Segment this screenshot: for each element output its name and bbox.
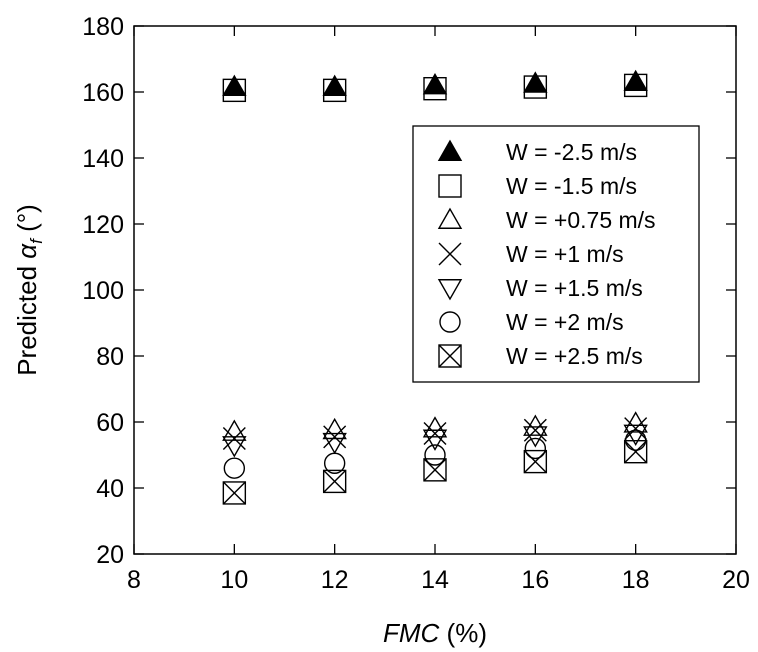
point-w-2-m-s (223, 457, 246, 479)
legend-label: W = +0.75 m/s (506, 207, 656, 233)
point-w-1-m-s (222, 427, 246, 450)
axis-ticks (133, 25, 737, 555)
y-axis-label: Predicted αf (°) (12, 204, 46, 376)
x-tick-label: 14 (421, 566, 449, 594)
y-tick-label: 100 (82, 277, 124, 305)
legend: W = -2.5 m/s W = -1.5 m/s W = +0.75 m/s W =… (412, 125, 700, 383)
legend-marker (439, 311, 461, 333)
legend-marker (437, 139, 463, 161)
y-tick-label: 20 (96, 541, 124, 569)
point-w-2-5-m-s (523, 71, 548, 93)
legend-label: W = +2.5 m/s (506, 343, 643, 369)
point-w-1-m-s (323, 425, 347, 449)
x-axis-label: FMC (%) (383, 618, 487, 648)
point-w-1-5-m-s (222, 436, 247, 458)
point-w-2-5-m-s (222, 74, 247, 97)
data-markers (222, 69, 648, 505)
point-w-2-5-m-s (623, 69, 648, 92)
point-w-1-5-m-s (623, 73, 648, 98)
point-w-2-5-m-s (322, 469, 347, 494)
legend-marker (437, 207, 463, 229)
x-tick-label: 12 (321, 566, 349, 594)
point-w-1-5-m-s (322, 432, 347, 455)
point-w-1-5-m-s (322, 78, 347, 103)
x-tick-label: 18 (622, 566, 650, 594)
point-w-1-5-m-s (623, 424, 648, 446)
legend-marker (438, 174, 462, 198)
point-w-2-5-m-s (423, 458, 447, 482)
point-w-1-5-m-s (523, 75, 548, 99)
point-w-1-5-m-s (423, 76, 447, 101)
legend-label: W = +1.5 m/s (506, 275, 643, 301)
point-w-2-m-s (323, 452, 346, 474)
x-tick-label: 16 (521, 566, 549, 594)
y-tick-label: 60 (96, 409, 124, 437)
point-w-2-5-m-s (422, 72, 448, 95)
point-w-2-m-s (424, 444, 446, 466)
legend-marker (438, 344, 462, 368)
legend-label: W = +2 m/s (506, 309, 624, 335)
legend-marker (438, 242, 462, 266)
legend-marker (437, 279, 463, 301)
point-w-2-5-m-s (523, 449, 548, 474)
point-w-0-75-m-s (322, 417, 347, 440)
y-tick-label: 40 (96, 475, 124, 503)
legend-box (412, 125, 700, 383)
x-tick-label: 20 (722, 566, 750, 594)
point-w-0-75-m-s (222, 419, 247, 441)
legend-label: W = -2.5 m/s (506, 139, 637, 165)
y-tick-label: 120 (82, 211, 124, 239)
point-w-2-5-m-s (623, 440, 648, 464)
legend-items: W = -2.5 m/s W = -1.5 m/s W = +0.75 m/s W =… (437, 139, 656, 369)
point-w-1-m-s (624, 417, 648, 441)
x-tick-label: 8 (127, 566, 141, 594)
y-tick-label: 80 (96, 343, 124, 371)
y-tick-label: 140 (82, 145, 124, 173)
legend-label: W = +1 m/s (506, 241, 624, 267)
point-w-1-5-m-s (222, 78, 247, 103)
point-w-1-5-m-s (422, 429, 448, 451)
point-w-1-m-s (423, 422, 447, 446)
point-w-1-m-s (523, 418, 547, 442)
point-w-2-m-s (524, 437, 547, 460)
point-w-2-5-m-s (222, 481, 247, 505)
axis-tick-labels: 8 10 12 14 16 18 20 20 40 60 80 100 120 140 160 180 (82, 13, 750, 594)
point-w-1-5-m-s (523, 426, 548, 448)
point-w-2-5-m-s (322, 74, 347, 97)
x-tick-label: 10 (220, 566, 248, 594)
y-tick-label: 160 (82, 79, 124, 107)
y-tick-label: 180 (82, 13, 124, 41)
legend-label: W = -1.5 m/s (506, 173, 637, 199)
